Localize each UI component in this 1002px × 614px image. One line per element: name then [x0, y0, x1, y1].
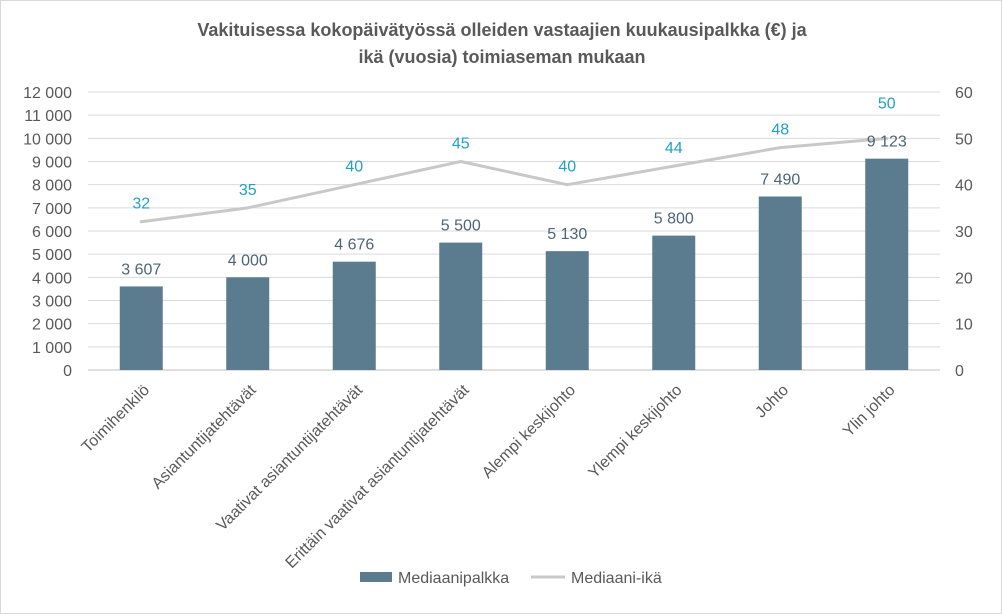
- bar-data-label: 5 800: [654, 211, 694, 228]
- y-right-tick-label: 60: [955, 85, 973, 102]
- mediaanipalkka-bar: [758, 196, 802, 370]
- mediaanipalkka-bar: [545, 251, 589, 370]
- mediaani-ika-point: [139, 220, 143, 224]
- chart-title-line-2: ikä (vuosia) toimiaseman mukaan: [358, 47, 645, 67]
- bar-data-label: 7 490: [760, 171, 800, 188]
- y-right-tick-label: 10: [955, 317, 973, 334]
- chart-title-line-1: Vakituisessa kokopäivätyössä olleiden va…: [197, 20, 807, 40]
- y-right-tick-label: 30: [955, 224, 973, 241]
- mediaanipalkka-bar: [119, 286, 163, 370]
- mediaani-ika-point: [672, 164, 676, 168]
- mediaani-ika-point: [246, 206, 250, 210]
- line-data-label: 50: [878, 95, 896, 112]
- legend-label-mediaanipalkka: Mediaanipalkka: [398, 570, 509, 587]
- mediaani-ika-point: [778, 146, 782, 150]
- y-left-tick-label: 4 000: [32, 270, 72, 287]
- line-data-label: 40: [558, 159, 576, 176]
- y-left-tick-label: 11 000: [24, 108, 72, 125]
- bar-data-label: 4 676: [334, 237, 374, 254]
- y-left-tick-label: 0: [63, 363, 72, 380]
- y-left-tick-label: 8 000: [32, 178, 72, 195]
- y-left-tick-label: 5 000: [32, 247, 72, 264]
- mediaanipalkka-bar: [439, 242, 483, 370]
- line-data-label: 45: [452, 136, 470, 153]
- y-left-tick-label: 10 000: [23, 131, 72, 148]
- y-axis-right: 0 10 20 30 40 50 60: [955, 85, 973, 380]
- line-data-label: 35: [239, 182, 257, 199]
- bar-data-label: 5 500: [441, 218, 481, 235]
- line-data-label: 40: [345, 159, 363, 176]
- chart-title: Vakituisessa kokopäivätyössä olleiden va…: [197, 20, 807, 67]
- mediaanipalkka-bar: [226, 277, 270, 370]
- mediaanipalkka-bar: [332, 261, 376, 370]
- y-left-tick-label: 1 000: [32, 340, 72, 357]
- legend: Mediaanipalkka Mediaani-ikä: [360, 570, 662, 587]
- line-data-label: 48: [771, 122, 789, 139]
- bar-data-label: 9 123: [867, 134, 907, 151]
- y-left-tick-label: 3 000: [32, 294, 72, 311]
- legend-swatch-bar: [360, 572, 392, 582]
- mediaani-ika-point: [352, 183, 356, 187]
- y-right-tick-label: 20: [955, 270, 973, 287]
- bar-data-label: 4 000: [228, 252, 268, 269]
- mediaani-ika-point: [565, 183, 569, 187]
- y-right-tick-label: 40: [955, 178, 973, 195]
- y-left-tick-label: 12 000: [23, 85, 72, 102]
- mediaani-ika-point: [459, 160, 463, 163]
- bar-data-label: 3 607: [121, 261, 161, 278]
- data-labels: 3 607 4 000 4 676 5 500 5 130 5 800 7 490 9 123…: [121, 95, 907, 278]
- mediaanipalkka-bar: [865, 158, 909, 370]
- y-left-tick-label: 6 000: [32, 224, 72, 241]
- y-left-tick-label: 9 000: [32, 155, 72, 172]
- y-right-tick-label: 50: [955, 131, 973, 148]
- mediaanipalkka-bar: [652, 235, 696, 370]
- legend-item-mediaanipalkka: Mediaanipalkka: [360, 570, 509, 587]
- y-left-tick-label: 2 000: [32, 317, 72, 334]
- legend-item-mediaani-ika: Mediaani-ikä: [531, 570, 662, 587]
- line-data-label: 44: [665, 140, 683, 157]
- bar-series: [119, 158, 909, 370]
- legend-label-mediaani-ika: Mediaani-ikä: [571, 570, 662, 587]
- y-left-tick-label: 7 000: [32, 201, 72, 218]
- line-series: [139, 136, 889, 224]
- line-data-label: 32: [132, 196, 150, 213]
- y-axis-left: 0 1 000 2 000 3 000 4 000 5 000 6 000 7 000 8 00…: [23, 85, 72, 380]
- bar-data-label: 5 130: [547, 226, 587, 243]
- y-right-tick-label: 0: [955, 363, 964, 380]
- mediaani-ika-point: [885, 136, 889, 140]
- mediaani-ika-line: [139, 136, 889, 224]
